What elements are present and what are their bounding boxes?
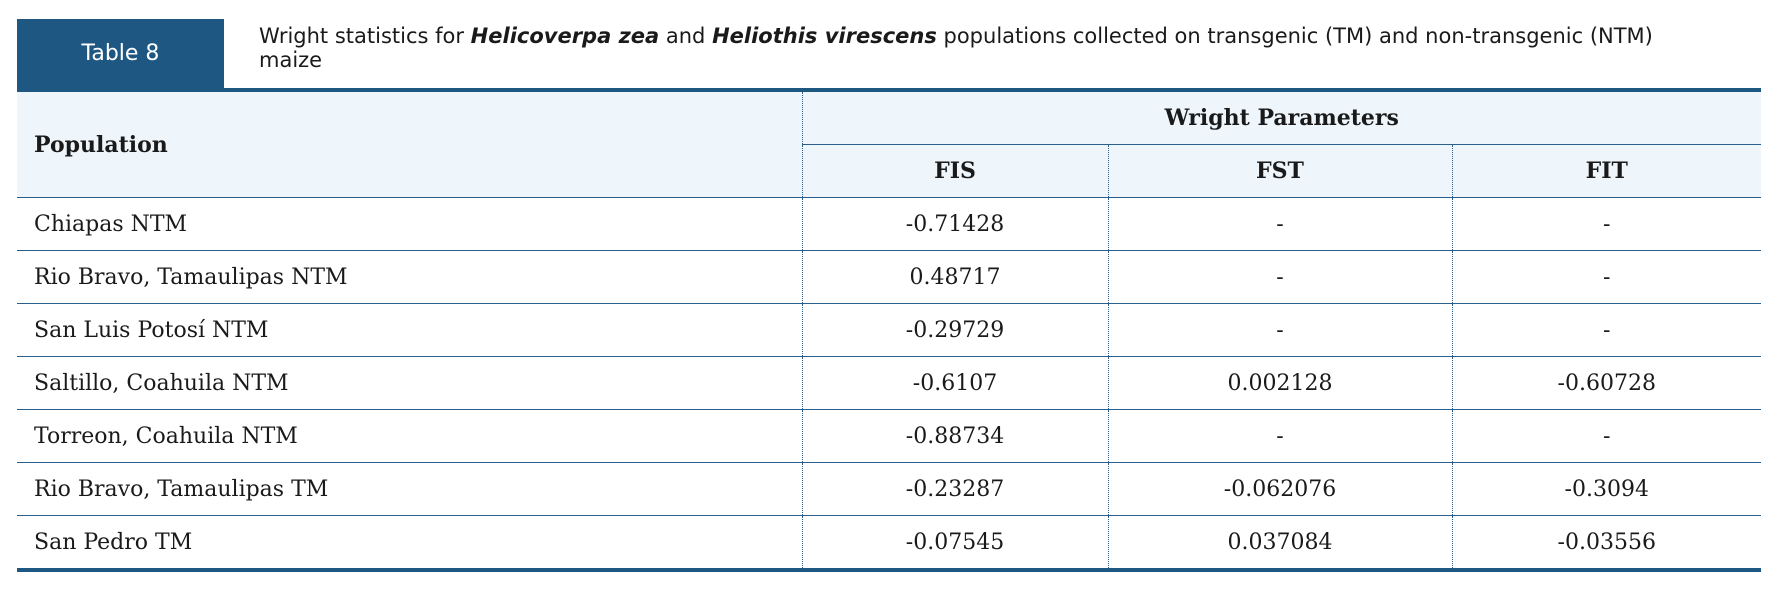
value-cell: -0.60728 xyxy=(1451,356,1761,410)
table-row: San Luis Potosí NTM -0.29729- - xyxy=(17,303,1761,357)
caption-text: Wright statistics for xyxy=(259,24,471,48)
column-header: FST xyxy=(1107,144,1452,198)
species-name: Helicoverpa zea xyxy=(470,24,660,48)
value-cell: - xyxy=(1107,197,1452,251)
table-head: Population Wright Parameters FIS FST FIT xyxy=(17,90,1761,198)
value-cell: - xyxy=(1107,303,1452,357)
column-header: FIT xyxy=(1451,144,1761,198)
table-label: Table 8 xyxy=(17,19,224,88)
table-row: Rio Bravo, Tamaulipas TM -0.23287 -0.06207… xyxy=(17,462,1761,516)
value-cell: -0.3094 xyxy=(1451,462,1761,516)
group-header: Wright Parameters xyxy=(801,90,1761,145)
column-header: FIS xyxy=(801,144,1108,198)
table-row: Saltillo, Coahuila NTM -0.6107 0.002128 -0.… xyxy=(17,356,1761,410)
table-row: Torreon, Coahuila NTM -0.88734- - xyxy=(17,409,1761,463)
value-cell: 0.002128 xyxy=(1107,356,1452,410)
column-header: Population xyxy=(17,90,802,198)
value-cell: - xyxy=(1107,409,1452,463)
header-row: FIS FST FIT xyxy=(17,144,1761,198)
species-name: Heliothis virescens xyxy=(712,24,937,48)
caption-text: and xyxy=(659,24,713,48)
value-cell: - xyxy=(1451,250,1761,304)
value-cell: -0.88734 xyxy=(801,409,1108,463)
value-cell: -0.71428 xyxy=(801,197,1108,251)
value-cell: -0.03556 xyxy=(1451,515,1761,571)
table-row: Chiapas NTM -0.71428- - xyxy=(17,197,1761,251)
table-row: San Pedro TM -0.07545 0.037084 -0.03556 xyxy=(17,515,1761,571)
value-cell: -0.6107 xyxy=(801,356,1108,410)
table-row: Rio Bravo, Tamaulipas NTM 0.48717- - xyxy=(17,250,1761,304)
header-row: Population Wright Parameters xyxy=(17,90,1761,198)
population-cell: San Luis Potosí NTM xyxy=(17,303,802,357)
population-cell: Torreon, Coahuila NTM xyxy=(17,409,802,463)
population-cell: Rio Bravo, Tamaulipas NTM xyxy=(17,250,802,304)
table-caption: Wright statistics for Helicoverpa zea an… xyxy=(259,24,1699,72)
population-cell: Saltillo, Coahuila NTM xyxy=(17,356,802,410)
value-cell: -0.07545 xyxy=(801,515,1108,571)
value-cell: -0.29729 xyxy=(801,303,1108,357)
data-table: Population Wright Parameters FIS FST FIT C… xyxy=(17,88,1761,572)
value-cell: 0.48717 xyxy=(801,250,1108,304)
table-body: Chiapas NTM -0.71428- - Rio Bravo, Tamaulip… xyxy=(17,197,1761,571)
population-cell: Chiapas NTM xyxy=(17,197,802,251)
value-cell: -0.23287 xyxy=(801,462,1108,516)
value-cell: - xyxy=(1451,409,1761,463)
value-cell: 0.037084 xyxy=(1107,515,1452,571)
population-cell: Rio Bravo, Tamaulipas TM xyxy=(17,462,802,516)
population-cell: San Pedro TM xyxy=(17,515,802,571)
value-cell: - xyxy=(1451,303,1761,357)
value-cell: -0.062076 xyxy=(1107,462,1452,516)
caption-text: populations collected on transgenic (TM)… xyxy=(259,24,1653,72)
value-cell: - xyxy=(1451,197,1761,251)
value-cell: - xyxy=(1107,250,1452,304)
